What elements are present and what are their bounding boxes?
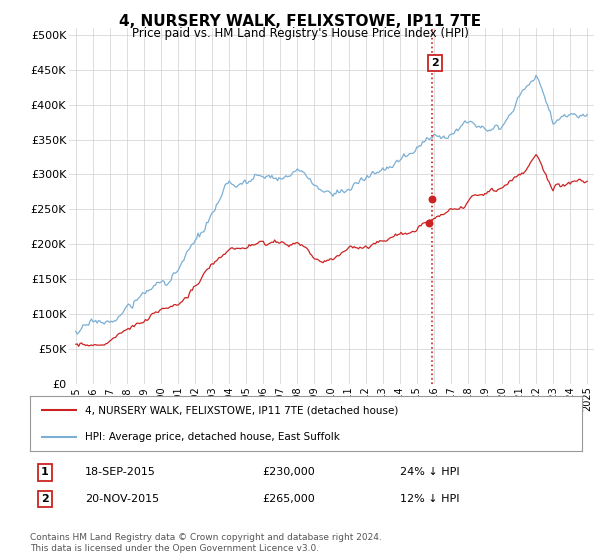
Text: 4, NURSERY WALK, FELIXSTOWE, IP11 7TE (detached house): 4, NURSERY WALK, FELIXSTOWE, IP11 7TE (d…	[85, 405, 398, 415]
Text: 20-NOV-2015: 20-NOV-2015	[85, 493, 160, 503]
Text: £265,000: £265,000	[262, 493, 314, 503]
Text: 12% ↓ HPI: 12% ↓ HPI	[400, 493, 460, 503]
Text: 24% ↓ HPI: 24% ↓ HPI	[400, 468, 460, 478]
Text: 1: 1	[41, 468, 49, 478]
Text: Price paid vs. HM Land Registry's House Price Index (HPI): Price paid vs. HM Land Registry's House …	[131, 27, 469, 40]
Text: HPI: Average price, detached house, East Suffolk: HPI: Average price, detached house, East…	[85, 432, 340, 442]
Text: 2: 2	[431, 58, 439, 68]
Text: 4, NURSERY WALK, FELIXSTOWE, IP11 7TE: 4, NURSERY WALK, FELIXSTOWE, IP11 7TE	[119, 14, 481, 29]
Text: Contains HM Land Registry data © Crown copyright and database right 2024.
This d: Contains HM Land Registry data © Crown c…	[30, 533, 382, 553]
Text: 2: 2	[41, 493, 49, 503]
Text: 18-SEP-2015: 18-SEP-2015	[85, 468, 156, 478]
Point	[428, 194, 437, 203]
Text: £230,000: £230,000	[262, 468, 314, 478]
Point	[424, 219, 434, 228]
